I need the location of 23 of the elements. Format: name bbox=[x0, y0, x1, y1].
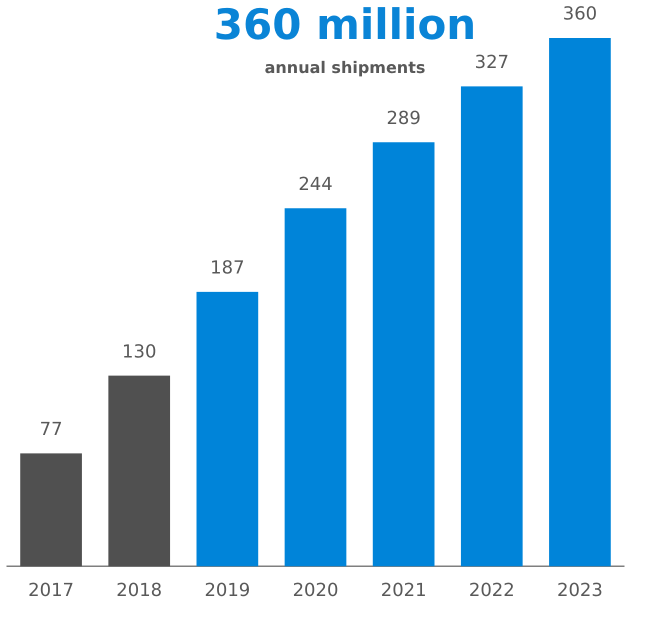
data-label: 360 bbox=[562, 4, 598, 25]
x-tick-label: 2018 bbox=[116, 580, 162, 601]
bar bbox=[372, 142, 434, 566]
bar bbox=[460, 86, 523, 566]
data-label: 77 bbox=[40, 419, 63, 440]
x-tick-label: 2023 bbox=[557, 580, 603, 601]
x-tick-label: 2019 bbox=[204, 580, 250, 601]
bar bbox=[20, 453, 82, 566]
data-label: 289 bbox=[386, 108, 421, 129]
bar bbox=[549, 38, 611, 566]
x-tick-label: 2020 bbox=[292, 580, 338, 601]
data-label: 244 bbox=[298, 174, 333, 195]
x-tick-label: 2021 bbox=[380, 580, 427, 601]
bar bbox=[196, 292, 258, 566]
x-tick-label: 2022 bbox=[468, 580, 515, 601]
data-label: 130 bbox=[122, 341, 156, 362]
text: annual shipments bbox=[264, 58, 426, 77]
data-label: 327 bbox=[474, 52, 509, 74]
bar bbox=[108, 376, 170, 566]
bar bbox=[284, 208, 346, 566]
x-tick-label: 2017 bbox=[28, 580, 74, 601]
data-label: 187 bbox=[210, 258, 245, 279]
chart-title: 360 million bbox=[212, 0, 478, 49]
